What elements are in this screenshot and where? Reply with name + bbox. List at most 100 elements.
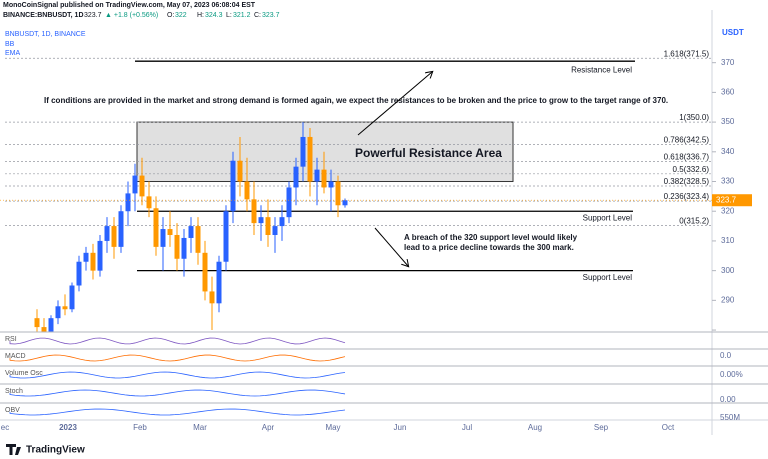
indicator-line bbox=[9, 408, 346, 416]
indicator-line bbox=[9, 354, 346, 362]
line-label: Resistance Level bbox=[571, 65, 632, 74]
y-tick-label: 330 bbox=[721, 177, 735, 186]
candle-body bbox=[188, 226, 194, 238]
unit: USDT bbox=[722, 28, 744, 37]
area-label: Powerful Resistance Area bbox=[355, 146, 502, 160]
candle-body bbox=[118, 211, 124, 247]
candle-body bbox=[48, 318, 54, 332]
annotation: lead to a price decline towards the 300 … bbox=[404, 243, 574, 252]
candle-body bbox=[286, 187, 292, 218]
symbol: BINANCE:BNBUSDT, 1D bbox=[3, 12, 84, 19]
candle-body bbox=[202, 252, 208, 292]
o-label: O: bbox=[167, 12, 174, 19]
candle-body bbox=[321, 169, 327, 188]
line-label: Support Level bbox=[583, 273, 633, 282]
candle-body bbox=[41, 327, 47, 332]
line-label: Support Level bbox=[583, 213, 633, 222]
candle-body bbox=[55, 306, 61, 319]
indicator-label: OBV bbox=[5, 407, 20, 414]
y-tick-label: 350 bbox=[721, 117, 735, 126]
fib-label: 0.5(332.6) bbox=[673, 165, 710, 174]
c: 323.7 bbox=[262, 12, 280, 19]
candle-body bbox=[272, 226, 278, 235]
indicator-value: 0.0 bbox=[720, 351, 732, 360]
publisher: MonoCoinSignal published on TradingView.… bbox=[3, 2, 256, 9]
h-label: H: bbox=[197, 12, 204, 19]
candle-body bbox=[258, 217, 264, 224]
candle-body bbox=[76, 261, 82, 286]
legend-entry: BB bbox=[5, 41, 15, 48]
candle-body bbox=[279, 217, 285, 227]
c-label: C: bbox=[254, 12, 261, 19]
x-tick-label: Jun bbox=[394, 423, 407, 432]
x-tick-label: Aug bbox=[528, 423, 542, 432]
l: 321.2 bbox=[233, 12, 251, 19]
y-tick-label: 290 bbox=[721, 295, 735, 304]
time-axis: ec 2023 Feb Mar Apr May Jun Jul Aug Sep Oct bbox=[1, 423, 675, 432]
change: ▲ +1.8 (+0.56%) bbox=[105, 12, 158, 19]
x-tick-label: Mar bbox=[193, 423, 207, 432]
x-tick-label: Sep bbox=[594, 423, 609, 432]
candle-body bbox=[139, 175, 145, 197]
candle-body bbox=[244, 181, 250, 200]
indicator-panes: RSI MACD Volume Osc Stoch OBV 0.0 0.00% 0.00 550… bbox=[0, 331, 768, 422]
l-label: L: bbox=[226, 12, 232, 19]
candle-body bbox=[125, 193, 131, 212]
candle-body bbox=[69, 285, 75, 310]
indicator-label: Stoch bbox=[5, 388, 23, 395]
x-tick-label: Jul bbox=[462, 423, 472, 432]
candle-body bbox=[216, 261, 222, 304]
indicator-value: 0.00% bbox=[720, 370, 743, 379]
header: BINANCE:BNBUSDT, 1D 323.7 ▲ +1.8 (+0.56%… bbox=[3, 12, 280, 19]
legend-entry: BNBUSDT, 1D, BINANCE bbox=[5, 31, 86, 38]
x-tick-label: ec bbox=[1, 423, 9, 432]
logo bbox=[6, 444, 21, 455]
indicator-label: MACD bbox=[5, 353, 26, 360]
fib-label: 1(350.0) bbox=[679, 113, 709, 122]
y-tick-label: 310 bbox=[721, 236, 735, 245]
annotation: A breach of the 320 support level would … bbox=[404, 233, 578, 242]
candle-body bbox=[314, 169, 320, 182]
legend-entry: EMA bbox=[5, 50, 21, 57]
indicator-line bbox=[9, 371, 346, 379]
candle-body bbox=[335, 181, 341, 206]
candle-body bbox=[146, 196, 152, 209]
candle-body bbox=[83, 252, 89, 262]
candle-body bbox=[307, 136, 313, 182]
candle-body bbox=[195, 226, 201, 253]
candle-body bbox=[34, 318, 40, 328]
price-badge-label: 323.7 bbox=[716, 195, 737, 204]
candle-body bbox=[209, 291, 215, 304]
indicator-line bbox=[9, 389, 346, 397]
indicator-line bbox=[9, 337, 346, 345]
y-tick-label: 300 bbox=[721, 266, 735, 275]
annotation: If conditions are provided in the market… bbox=[44, 96, 668, 105]
y-tick-label: 340 bbox=[721, 147, 735, 156]
x-tick-label: 2023 bbox=[59, 423, 77, 432]
price-badge bbox=[712, 194, 752, 207]
indicator-label: Volume Osc bbox=[5, 370, 43, 377]
candle-body bbox=[223, 211, 229, 262]
y-tick-label: 360 bbox=[721, 87, 735, 96]
arrow bbox=[357, 72, 432, 136]
y-tick-label: 370 bbox=[721, 58, 735, 67]
fib-label: 0.618(336.7) bbox=[664, 153, 710, 162]
o: 322 bbox=[175, 12, 187, 19]
candle-body bbox=[328, 181, 334, 188]
fib-label: 0.382(328.5) bbox=[664, 177, 710, 186]
candle-body bbox=[300, 136, 306, 167]
candle-body bbox=[342, 200, 348, 206]
indicator-label: RSI bbox=[5, 336, 17, 343]
plot bbox=[0, 57, 712, 332]
h: 324.3 bbox=[205, 12, 223, 19]
candle-body bbox=[174, 234, 180, 259]
y-tick-label: 320 bbox=[721, 206, 735, 215]
candle-body bbox=[181, 237, 187, 259]
candle-body bbox=[237, 160, 243, 182]
candle-body bbox=[160, 229, 166, 247]
candle-body bbox=[104, 226, 110, 241]
x-tick-label: Oct bbox=[662, 423, 675, 432]
brand: TradingView bbox=[26, 445, 85, 456]
